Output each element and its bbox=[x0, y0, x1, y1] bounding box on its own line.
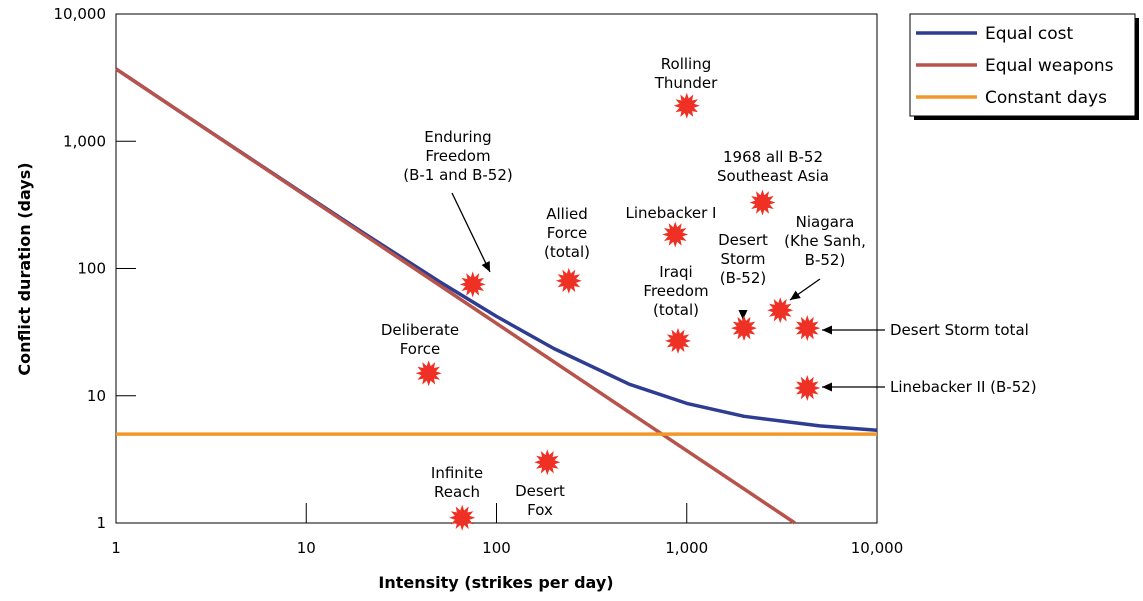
annotation-line: (Khe Sanh, bbox=[784, 232, 866, 250]
annotation-line: Enduring bbox=[424, 128, 491, 146]
data-markers bbox=[415, 92, 821, 531]
annotation-arrow-head bbox=[738, 310, 748, 320]
annotation-line: Infinite bbox=[431, 464, 483, 482]
annotation-arrow-shaft bbox=[451, 192, 491, 273]
legend-label: Constant days bbox=[985, 88, 1107, 108]
point-annotation: Desert Fox bbox=[515, 482, 565, 519]
annotation-arrow-head bbox=[822, 382, 832, 392]
annotation-line: Force bbox=[547, 224, 588, 242]
annotation-line: Southeast Asia bbox=[717, 167, 829, 185]
annotation-line: Force bbox=[400, 340, 441, 358]
annotation-arrow-head bbox=[481, 261, 490, 272]
annotation-line: Deliberate bbox=[381, 321, 459, 339]
data-point-marker bbox=[731, 315, 757, 342]
y-tick-label: 10,000 bbox=[54, 5, 107, 23]
data-point-marker bbox=[665, 327, 691, 354]
annotation-arrow-head bbox=[822, 325, 832, 335]
series-lines bbox=[115, 67, 878, 525]
y-axis-title: Conflict duration (days) bbox=[15, 162, 34, 375]
annotation-line: Reach bbox=[434, 483, 480, 501]
annotation-line: Storm bbox=[720, 250, 765, 268]
annotation-line: 1968 all B-52 bbox=[723, 148, 823, 166]
annotation-line: Freedom bbox=[643, 282, 708, 300]
equal-weapons-line bbox=[115, 67, 796, 525]
annotation-line: Linebacker II (B-52) bbox=[890, 378, 1037, 396]
annotation-arrows bbox=[451, 192, 885, 392]
data-point-marker bbox=[555, 267, 582, 294]
annotation-line: (total) bbox=[544, 243, 590, 261]
point-annotation: Allied Force (total) bbox=[544, 205, 590, 261]
annotation-line: Linebacker I bbox=[626, 204, 717, 222]
x-tick-label: 10 bbox=[297, 539, 316, 557]
x-axis-title: Intensity (strikes per day) bbox=[378, 573, 613, 592]
point-annotation: Desert Storm (B-52) bbox=[718, 231, 768, 287]
x-tick-label: 1,000 bbox=[665, 539, 708, 557]
x-tick-label: 100 bbox=[482, 539, 511, 557]
legend-label: Equal cost bbox=[985, 24, 1073, 44]
legend-label: Equal weapons bbox=[985, 56, 1114, 76]
annotation-line: Allied bbox=[546, 205, 588, 223]
annotation-arrow-head bbox=[790, 290, 801, 300]
data-point-marker bbox=[794, 315, 821, 342]
point-annotation: Deliberate Force bbox=[381, 321, 459, 358]
data-point-marker bbox=[794, 375, 821, 401]
point-annotation: Linebacker I bbox=[626, 204, 717, 222]
annotation-line: Desert bbox=[515, 482, 565, 500]
data-point-marker bbox=[767, 297, 794, 324]
y-tick-label: 10 bbox=[87, 387, 106, 405]
point-annotation: 1968 all B-52 Southeast Asia bbox=[717, 148, 829, 185]
x-tick-label: 10,000 bbox=[851, 539, 904, 557]
annotation-line: Niagara bbox=[796, 213, 855, 231]
point-annotation: Enduring Freedom (B-1 and B-52) bbox=[403, 128, 513, 184]
legend: Equal cost Equal weapons Constant days bbox=[909, 13, 1139, 120]
data-point-marker bbox=[449, 504, 476, 531]
data-point-marker bbox=[673, 92, 700, 119]
point-annotation: Niagara (Khe Sanh, B-52) bbox=[784, 213, 866, 269]
annotation-line: (total) bbox=[653, 301, 699, 319]
x-tick-label: 1 bbox=[111, 539, 121, 557]
annotation-line: Desert Storm total bbox=[890, 321, 1029, 339]
y-tick-label: 1 bbox=[96, 514, 106, 532]
annotation-line: Desert bbox=[718, 231, 768, 249]
data-point-marker bbox=[662, 221, 689, 248]
point-annotation: Linebacker II (B-52) bbox=[890, 378, 1037, 396]
data-point-marker bbox=[534, 449, 561, 476]
annotation-line: B-52) bbox=[805, 251, 846, 269]
annotation-line: Freedom bbox=[425, 147, 490, 165]
axis-ticks: 1 10 100 1,000 10,000 1 10 100 1,000 10,000 bbox=[54, 5, 904, 557]
annotation-line: Thunder bbox=[654, 74, 718, 92]
y-tick-label: 1,000 bbox=[63, 132, 106, 150]
point-annotation: Desert Storm total bbox=[890, 321, 1029, 339]
data-point-marker bbox=[459, 271, 486, 298]
point-annotation: Infinite Reach bbox=[431, 464, 483, 501]
annotation-line: Fox bbox=[527, 501, 553, 519]
annotation-line: Rolling bbox=[661, 55, 711, 73]
point-annotation: Rolling Thunder bbox=[654, 55, 718, 92]
annotation-line: Iraqi bbox=[659, 263, 692, 281]
y-tick-label: 100 bbox=[77, 260, 106, 278]
annotation-line: (B-52) bbox=[720, 269, 767, 287]
annotations: Rolling Thunder 1968 all B-52 Southeast Asi… bbox=[381, 55, 1037, 519]
point-annotation: Iraqi Freedom (total) bbox=[643, 263, 708, 319]
data-point-marker bbox=[749, 189, 776, 216]
data-point-marker bbox=[415, 360, 442, 387]
annotation-line: (B-1 and B-52) bbox=[403, 166, 513, 184]
